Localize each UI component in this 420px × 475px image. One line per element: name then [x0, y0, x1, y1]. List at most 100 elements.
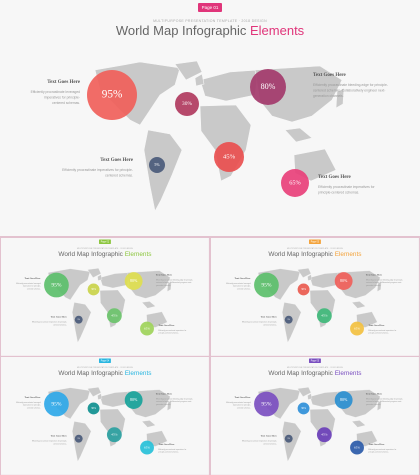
text-heading: Text Goes Here: [261, 435, 278, 438]
title-main: World Map Infographic: [58, 251, 123, 258]
title-accent: Elements: [335, 370, 362, 377]
title: World Map Infographic Elements: [58, 251, 151, 258]
page-tag: Page 05: [311, 361, 320, 363]
bubble-label: 80%: [261, 82, 276, 91]
bubble-label: 65%: [354, 326, 360, 330]
text-heading: Text Goes Here: [368, 324, 385, 327]
bubble: [350, 321, 364, 336]
slide: Page 05 MULTIPURPOSE PRESENTATION TEMPLAT…: [211, 357, 419, 475]
text-heading: Text Goes Here: [366, 393, 383, 396]
text-body: principle-centered schemas.: [318, 190, 359, 194]
bubble-label: 30%: [182, 101, 192, 107]
bubble-label: 5%: [77, 319, 80, 321]
bubble: [44, 272, 69, 298]
slide: Page 01 MULTIPURPOSE PRESENTATION TEMPLAT…: [0, 0, 420, 236]
bubble-label: 5%: [287, 438, 290, 440]
page-tag-bg: [198, 3, 222, 12]
bubble-label: 95%: [51, 282, 62, 288]
text-body: generation channels.: [313, 94, 344, 98]
text-body: Efficiently procrastinate imperatives fo…: [62, 168, 133, 172]
bubble-label: 45%: [111, 432, 117, 436]
bubble: [140, 321, 154, 336]
text-heading: Text Goes Here: [368, 443, 385, 446]
bubble-label: 45%: [321, 313, 327, 317]
title: World Map Infographic Elements: [58, 370, 151, 377]
bubble: [74, 434, 83, 443]
bubble-label: 65%: [289, 179, 301, 186]
bubble: [87, 402, 100, 415]
bubble: [350, 440, 364, 455]
text-heading: Text Goes Here: [366, 274, 383, 277]
text-heading: Text Goes Here: [313, 73, 347, 78]
bubble-label: 80%: [130, 397, 138, 402]
title-accent: Elements: [335, 251, 362, 258]
bubble: [297, 283, 310, 296]
title-accent: Elements: [125, 370, 152, 377]
bubble-label: 45%: [223, 154, 236, 161]
bubble: [106, 427, 122, 443]
bubble: [124, 272, 143, 290]
bubble: [149, 157, 165, 173]
bubble: [214, 142, 244, 172]
title-accent: Elements: [250, 23, 305, 38]
bubble: [87, 283, 100, 296]
bubble: [106, 308, 122, 324]
title-main: World Map Infographic: [268, 251, 333, 258]
title-main: World Map Infographic: [116, 23, 247, 38]
bubble: [250, 69, 286, 105]
page-tag-bg: [309, 358, 321, 363]
bubble: [87, 70, 137, 120]
bubble: [254, 391, 279, 417]
page-tag: Page 02: [101, 242, 110, 244]
text-heading: Text Goes Here: [156, 393, 173, 396]
text-heading: Text Goes Here: [100, 158, 134, 163]
text-heading: Text Goes Here: [158, 443, 175, 446]
text-heading: Text Goes Here: [158, 324, 175, 327]
bubble-label: 95%: [102, 89, 123, 101]
title-main: World Map Infographic: [58, 370, 123, 377]
page-tag-bg: [99, 358, 111, 363]
title-main: World Map Infographic: [268, 370, 333, 377]
text-heading: Text Goes Here: [24, 277, 41, 280]
bubble: [74, 315, 83, 324]
bubble: [316, 308, 332, 324]
text-heading: Text Goes Here: [156, 274, 173, 277]
subtitle: MULTIPURPOSE PRESENTATION TEMPLATE · 201…: [153, 19, 267, 23]
text-body: centered schemas.: [52, 101, 80, 105]
slide: Page 03 MULTIPURPOSE PRESENTATION TEMPLAT…: [211, 238, 419, 356]
text-body: Efficiently procrastinate imperatives fo…: [318, 185, 375, 189]
title: World Map Infographic Elements: [116, 23, 305, 38]
text-heading: Text Goes Here: [24, 396, 41, 399]
bubble-label: 65%: [354, 445, 360, 449]
bubble: [284, 434, 293, 443]
text-heading: Text Goes Here: [51, 435, 68, 438]
text-heading: Text Goes Here: [234, 277, 251, 280]
bubble-label: 45%: [321, 432, 327, 436]
page-tag: Page 03: [311, 242, 320, 244]
bubble-label: 80%: [340, 397, 348, 402]
subtitle: MULTIPURPOSE PRESENTATION TEMPLATE · 201…: [287, 247, 344, 250]
bubble-label: 30%: [91, 407, 97, 410]
bubble-label: 95%: [261, 282, 272, 288]
bubble-label: 95%: [51, 401, 62, 407]
title: World Map Infographic Elements: [268, 251, 361, 258]
bubble-label: 80%: [130, 278, 138, 283]
page-tag: Page 01: [202, 5, 219, 10]
bubble-label: 45%: [111, 313, 117, 317]
bubble-label: 95%: [261, 401, 272, 407]
text-heading: Text Goes Here: [261, 316, 278, 319]
slide: Page 04 MULTIPURPOSE PRESENTATION TEMPLAT…: [1, 357, 209, 475]
bubble-label: 5%: [287, 319, 290, 321]
subtitle: MULTIPURPOSE PRESENTATION TEMPLATE · 201…: [77, 247, 134, 250]
text-body: centered schemas. Collaboratively engine…: [313, 88, 385, 92]
bubble: [281, 169, 309, 197]
bubble: [334, 272, 353, 290]
bubble: [254, 272, 279, 298]
bubble-label: 5%: [154, 162, 160, 167]
slide: Page 02 MULTIPURPOSE PRESENTATION TEMPLAT…: [1, 238, 209, 356]
subtitle: MULTIPURPOSE PRESENTATION TEMPLATE · 201…: [77, 366, 134, 369]
bubble-label: 65%: [144, 326, 150, 330]
text-body: imperatives for principle-: [44, 95, 80, 99]
